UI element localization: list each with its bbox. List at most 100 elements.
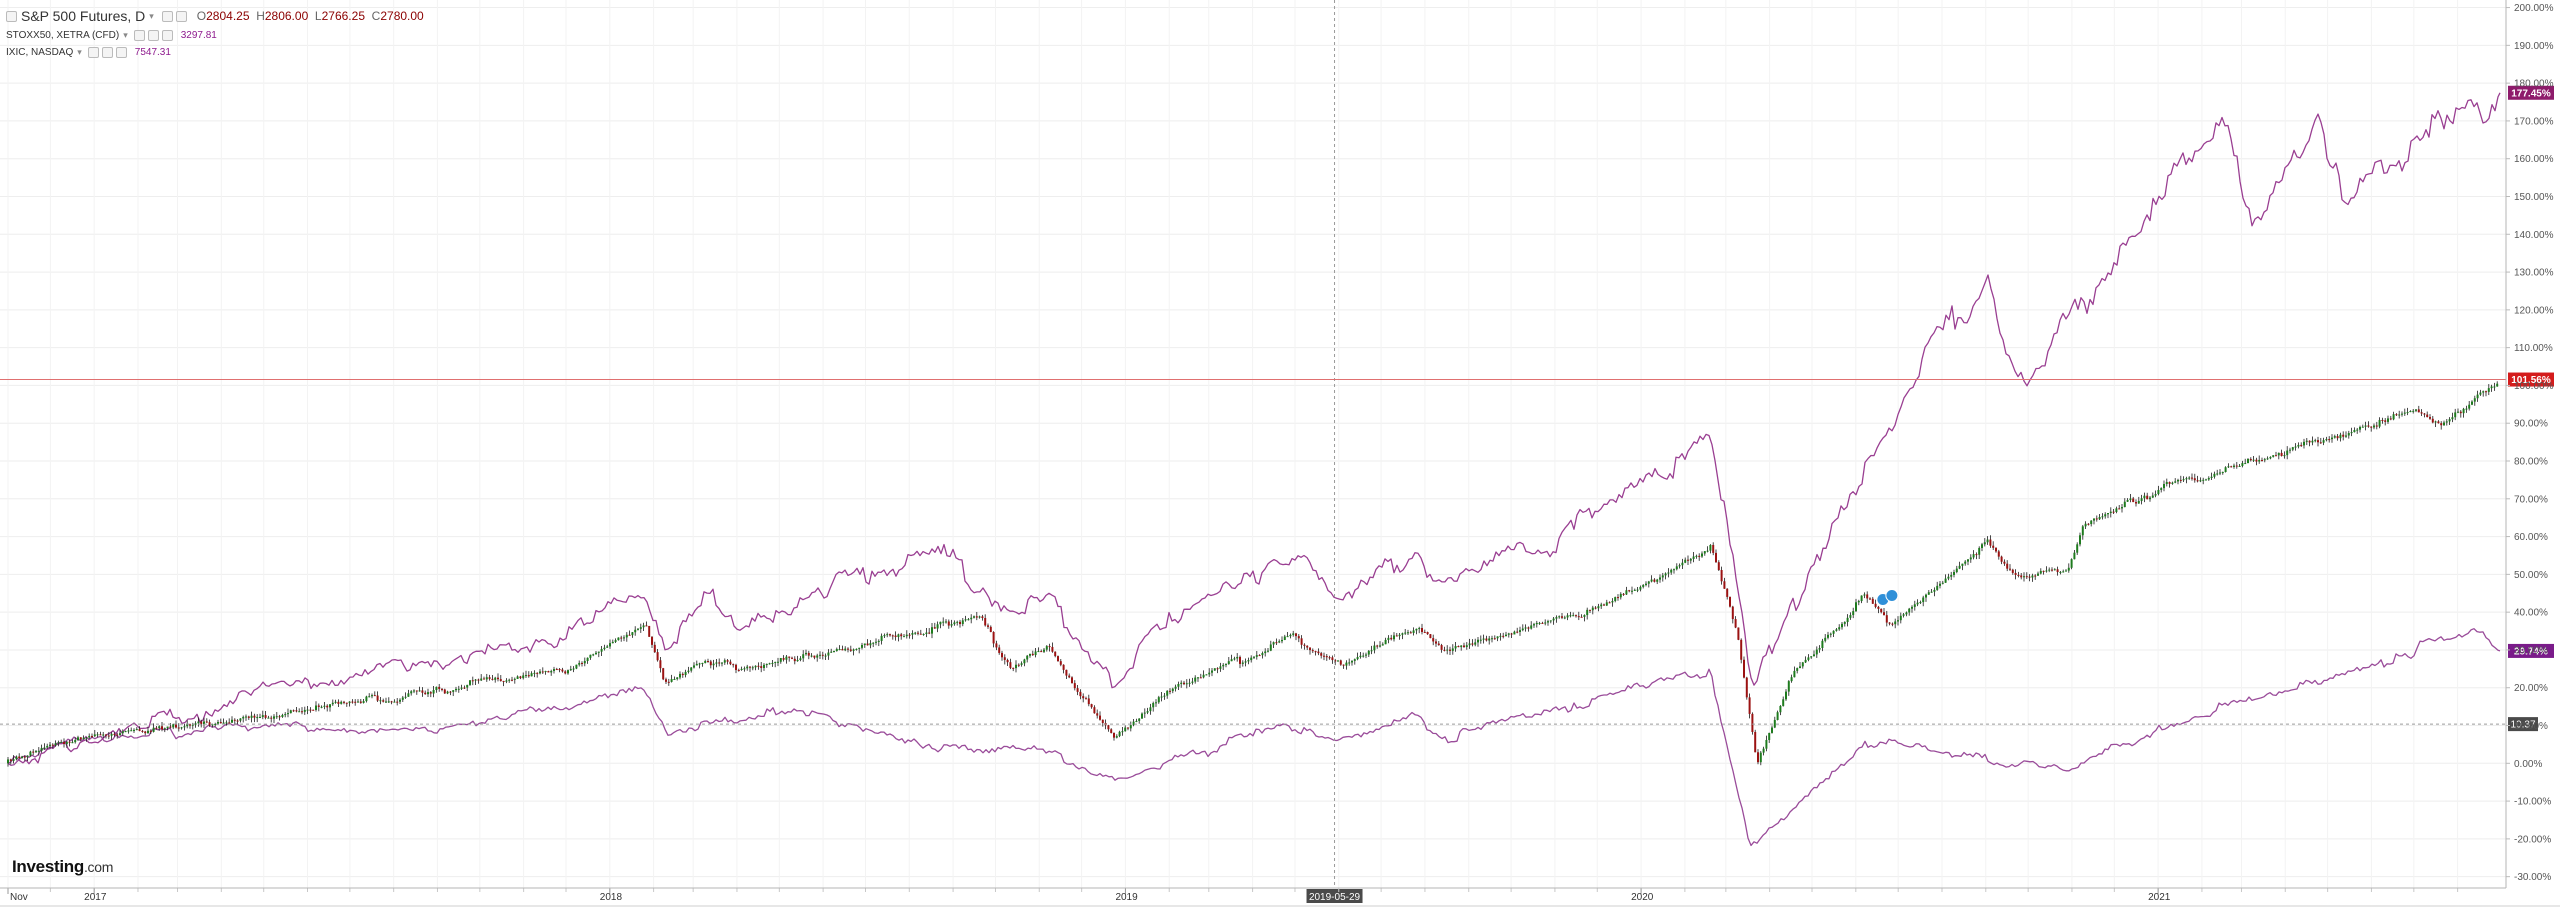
y-tick-label: 120.00% [2514,305,2554,316]
candle-body [785,656,788,660]
candle-body [1801,662,1804,667]
chevron-down-icon[interactable]: ▾ [123,30,128,40]
candle-body [942,621,945,623]
candle-body [875,641,877,643]
y-tick-label: 50.00% [2514,570,2548,581]
candle-body [1127,727,1129,729]
candle-body [2179,479,2182,481]
candle-body [1286,636,1289,638]
legend-main[interactable]: S&P 500 Futures, D ▾ O2804.25 H2806.00 L… [6,8,424,24]
chevron-down-icon[interactable]: ▾ [77,47,82,57]
candle-body [1681,562,1684,566]
candle-body [1435,641,1437,644]
candle-body [1866,594,1869,599]
candle-body [522,675,525,679]
legend-compare-2[interactable]: IXIC, NASDAQ ▾ 7547.31 [6,47,171,58]
candle-body [2219,472,2221,474]
settings-icon[interactable] [161,10,173,22]
candle-body [1519,630,1521,632]
candle-body [564,671,567,674]
candle-body [331,702,334,705]
y-tick-label: -20.00% [2514,834,2551,845]
candle-body [953,622,956,625]
collapse-icon[interactable] [6,10,17,22]
series-layer [7,92,2501,847]
candle-body [1426,632,1429,635]
candle-body [373,695,376,697]
candle-body [869,643,872,646]
settings-icon[interactable] [101,47,113,58]
candle-body [441,688,443,690]
candle-body [2224,467,2227,473]
candle-body [1583,615,1586,617]
candle-body [897,634,900,638]
open-key: O [196,9,207,23]
candle-body [707,661,709,663]
remove-icon[interactable] [115,47,127,58]
candle-body [1015,664,1017,669]
candle-body [1269,644,1272,651]
candle-body [1488,638,1491,641]
candle-body [729,661,732,665]
candle-body [768,663,771,665]
candle-body [2210,476,2213,478]
candle-body [1997,551,2000,557]
candle-body [1972,554,1975,558]
candle-body [1017,664,1020,666]
candle-body [1401,633,1404,635]
candle-body [452,690,455,692]
candle-body [597,651,600,653]
candle-body [1205,674,1208,676]
candle-body [2305,440,2308,442]
candle-body [43,747,46,749]
y-tick-label: 80.00% [2514,457,2548,468]
candle-body [1423,631,1426,633]
candle-body [1241,662,1244,664]
candle-body [1440,645,1443,650]
candle-body [1513,631,1516,635]
candle-body [981,616,984,619]
candle-body [2076,544,2079,553]
candle-body [1897,620,1899,622]
candle-body [483,678,485,680]
candle-body [1325,656,1328,658]
candle-body [74,740,77,743]
crosshair-date-label: 2019-05-29 [1309,892,1361,903]
candle-body [1258,655,1261,657]
candle-body [60,741,63,743]
candle-body [550,670,553,673]
remove-icon[interactable] [161,30,173,41]
candle-body [1267,650,1269,652]
candle-body [2233,465,2235,467]
candle-body [365,696,368,702]
chevron-down-icon[interactable]: ▾ [149,10,154,21]
legend-compare-1[interactable]: STOXX50, XETRA (CFD) ▾ 3297.81 [6,30,217,41]
candle-body [2353,430,2356,433]
candle-body [228,722,231,724]
candle-body [1247,660,1250,662]
remove-icon[interactable] [175,10,187,22]
candle-body [1099,715,1101,720]
candle-body [415,690,418,692]
investing-logo[interactable]: Investing.com [12,857,113,877]
candle-body [340,701,343,704]
candle-body [2227,466,2230,468]
candle-body [1353,659,1356,661]
candle-body [2258,459,2261,462]
candle-body [2331,437,2333,440]
candle-body [2048,569,2051,571]
candle-body [595,652,597,655]
settings-icon[interactable] [147,30,159,41]
candle-body [2132,498,2135,503]
candle-body [959,621,961,625]
candle-body [1037,651,1040,653]
candle-body [1505,634,1507,637]
candle-body [754,665,757,668]
visibility-icon[interactable] [133,30,145,41]
candle-body [1003,657,1006,660]
candle-body [634,629,637,633]
candle-body [2300,444,2303,446]
candle-body [2163,484,2165,489]
visibility-icon[interactable] [87,47,99,58]
